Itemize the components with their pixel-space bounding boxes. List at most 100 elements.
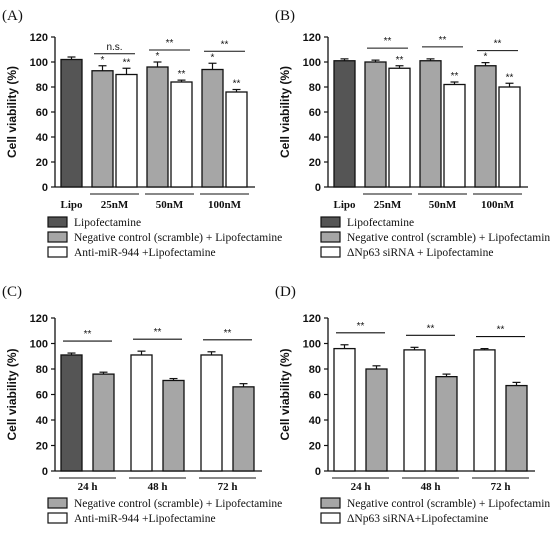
significance-mark: **	[506, 72, 514, 83]
panel-title: (D)	[275, 284, 296, 300]
legend-swatch	[320, 216, 341, 228]
legend-label: Anti-miR-944 +Lipofectamine	[74, 513, 216, 525]
x-category-label: Lipo	[60, 199, 83, 211]
y-tick-label: 120	[30, 32, 48, 44]
bar	[201, 68, 224, 188]
y-tick-label: 120	[303, 32, 321, 44]
significance-mark: **	[396, 55, 404, 66]
y-axis-label: Cell viability (%)	[278, 66, 292, 158]
bar	[403, 349, 426, 472]
y-tick-label: 40	[36, 415, 48, 427]
x-category-label: 72 h	[491, 481, 511, 493]
y-tick-label: 60	[36, 390, 48, 402]
significance-mark: **	[178, 69, 186, 80]
y-tick-label: 120	[303, 313, 321, 325]
comparison-label: **	[427, 323, 435, 334]
bar	[443, 83, 466, 188]
bar	[365, 368, 388, 472]
legend-swatch	[47, 246, 68, 258]
panel-title: (C)	[2, 284, 22, 300]
y-tick-label: 80	[309, 364, 321, 376]
bar	[60, 354, 83, 472]
legend-label: Negative control (scramble) + Lipofectam…	[74, 498, 282, 510]
bar	[115, 73, 138, 188]
legend-swatch	[47, 512, 68, 524]
bar	[435, 376, 458, 472]
comparison-label: **	[494, 39, 502, 50]
significance-mark: *	[156, 51, 160, 62]
x-category-label: 24 h	[78, 481, 98, 493]
bar	[498, 86, 521, 188]
y-tick-label: 60	[309, 107, 321, 119]
bar	[364, 61, 387, 188]
legend-swatch	[320, 512, 341, 524]
x-category-label: 72 h	[218, 481, 238, 493]
comparison-label: **	[497, 325, 505, 336]
bar	[60, 58, 83, 188]
x-category-label: 25nM	[101, 199, 129, 211]
y-tick-label: 100	[30, 339, 48, 351]
x-category-label: 25nM	[374, 199, 402, 211]
y-tick-label: 20	[36, 157, 48, 169]
bar	[91, 70, 114, 188]
legend-swatch	[47, 497, 68, 509]
significance-mark: **	[123, 57, 131, 68]
comparison-label: **	[154, 327, 162, 338]
comparison-label: **	[166, 38, 174, 49]
legend-label: Anti-miR-944 +Lipofectamine	[74, 247, 216, 259]
y-tick-label: 20	[309, 157, 321, 169]
bar	[388, 67, 411, 188]
x-category-label: 50nM	[156, 199, 184, 211]
bar	[473, 349, 496, 472]
bar	[92, 373, 115, 472]
chart-panel-3: (C) 0 20 40 60 80 100 120 Cell viability (%) ** **…	[2, 284, 282, 525]
y-tick-label: 80	[36, 364, 48, 376]
y-tick-label: 20	[309, 441, 321, 453]
legend-swatch	[320, 231, 341, 243]
bar	[162, 379, 185, 472]
significance-mark: *	[484, 52, 488, 63]
legend-label: Lipofectamine	[347, 217, 414, 229]
y-tick-label: 60	[36, 107, 48, 119]
y-tick-label: 0	[315, 182, 321, 194]
comparison-label: **	[221, 39, 229, 50]
x-category-label: Lipo	[333, 199, 356, 211]
comparison-label: n.s.	[106, 42, 122, 53]
comparison-label: **	[384, 36, 392, 47]
comparison-label: **	[224, 328, 232, 339]
x-category-label: 50nM	[429, 199, 457, 211]
panel-title: (B)	[275, 8, 295, 24]
y-axis-label: Cell viability (%)	[5, 66, 19, 158]
x-category-label: 48 h	[421, 481, 441, 493]
y-tick-label: 0	[42, 182, 48, 194]
bar	[225, 91, 248, 188]
significance-mark: *	[211, 52, 215, 63]
y-tick-label: 100	[303, 339, 321, 351]
y-tick-label: 40	[36, 132, 48, 144]
comparison-label: **	[84, 329, 92, 340]
legend-swatch	[47, 231, 68, 243]
significance-mark: **	[233, 79, 241, 90]
chart-panel-4: (D) 0 20 40 60 80 100 120 Cell viability (%) ** **…	[275, 284, 550, 525]
y-axis-label: Cell viability (%)	[278, 348, 292, 440]
y-tick-label: 80	[36, 82, 48, 94]
legend-label: Negative control (scramble) + Lipofectam…	[347, 232, 550, 244]
y-tick-label: 40	[309, 415, 321, 427]
bar	[130, 354, 153, 472]
y-tick-label: 40	[309, 132, 321, 144]
y-tick-label: 20	[36, 441, 48, 453]
comparison-label: **	[357, 321, 365, 332]
y-axis-label: Cell viability (%)	[5, 348, 19, 440]
panel-title: (A)	[2, 8, 23, 24]
bar	[474, 65, 497, 188]
significance-mark: **	[451, 71, 459, 82]
y-tick-label: 120	[30, 313, 48, 325]
bar	[505, 384, 528, 472]
bar	[146, 66, 169, 188]
legend-swatch	[320, 246, 341, 258]
y-tick-label: 100	[303, 57, 321, 69]
y-tick-label: 100	[30, 57, 48, 69]
